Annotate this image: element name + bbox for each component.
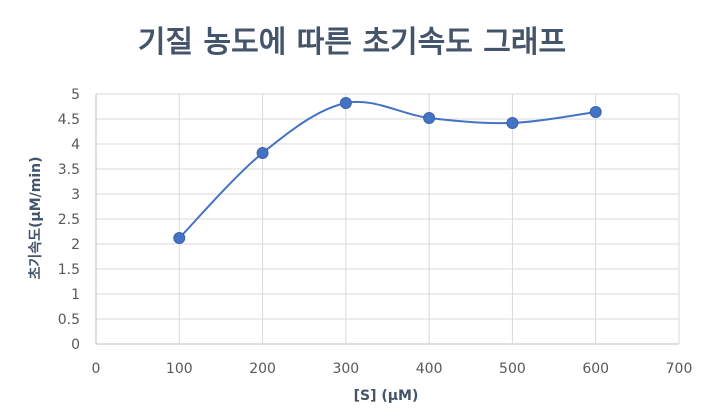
chart-title: 기질 농도에 따른 초기속도 그래프: [138, 25, 566, 60]
y-tick-label: 2.5: [58, 212, 80, 228]
x-tick-label: 0: [92, 361, 101, 377]
y-tick-label: 1.5: [58, 262, 80, 278]
x-tick-label: 600: [582, 361, 609, 377]
x-tick-label: 700: [666, 361, 693, 377]
series-line: [178, 100, 596, 239]
x-tick-label: 200: [249, 361, 276, 377]
y-tick-label: 3.5: [58, 162, 80, 178]
y-tick-label: 4.5: [58, 112, 80, 128]
series-layer: [173, 97, 602, 244]
y-tick-label: 4: [71, 137, 80, 153]
data-point: [173, 232, 186, 244]
grid-lines: [95, 93, 680, 345]
y-axis-ticks: 0 0.5 1 1.5 2 2.5 3 3.5 4 4.5 5: [58, 87, 80, 353]
x-tick-label: 500: [499, 361, 526, 377]
y-tick-label: 2: [71, 237, 80, 253]
data-point: [423, 112, 436, 124]
data-point: [339, 97, 352, 109]
x-tick-label: 100: [166, 361, 193, 377]
y-tick-label: 0.5: [58, 312, 80, 328]
x-tick-label: 400: [416, 361, 443, 377]
data-point: [506, 117, 519, 129]
data-point: [256, 147, 269, 159]
y-tick-label: 0: [71, 337, 80, 353]
x-axis-ticks: 0 100 200 300 400 500 600 700: [92, 361, 693, 377]
y-tick-label: 1: [71, 287, 80, 303]
x-axis-title: [S] (μM): [354, 388, 419, 404]
data-point: [589, 106, 602, 118]
y-tick-label: 5: [71, 87, 80, 103]
x-tick-label: 300: [332, 361, 359, 377]
y-axis-title: 초기속도(μM/min): [28, 156, 44, 279]
y-tick-label: 3: [71, 187, 80, 203]
